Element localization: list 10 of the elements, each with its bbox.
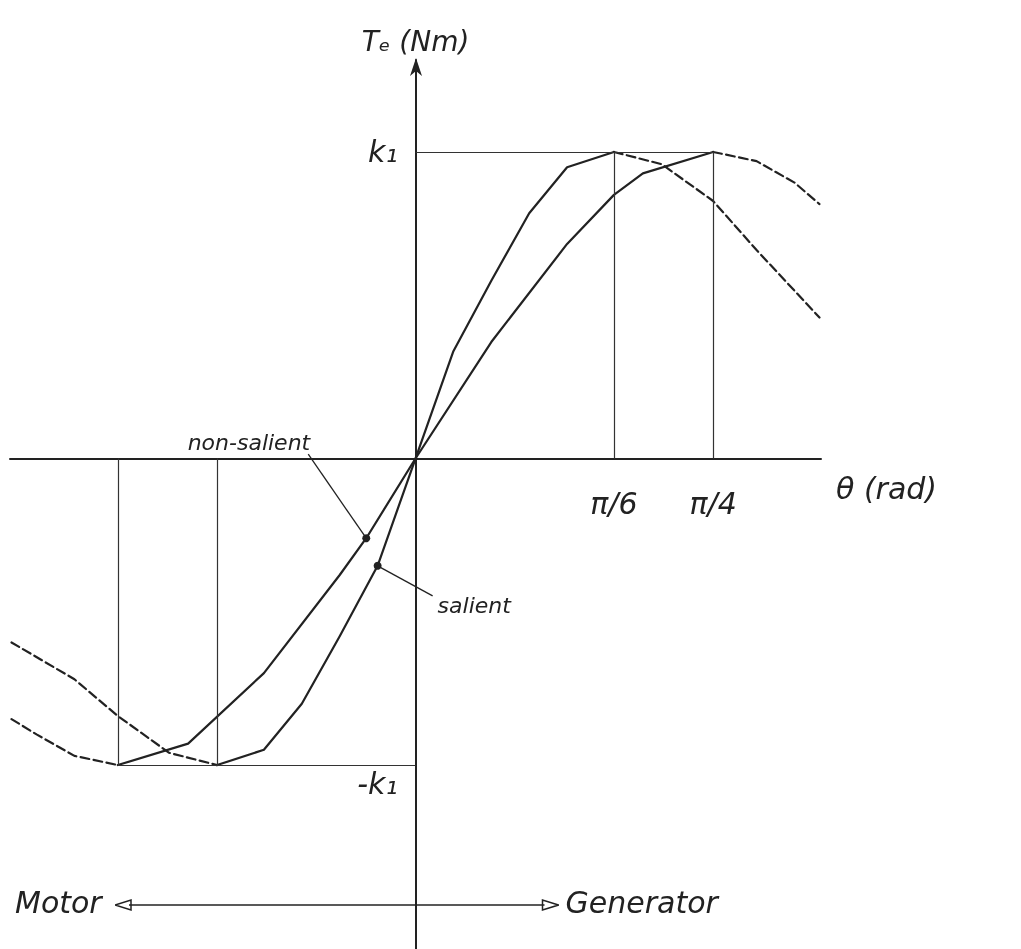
annotation: salient: [437, 593, 513, 619]
annotation: non-salient: [187, 429, 312, 455]
x-tick-label: π/4: [689, 486, 737, 522]
x-tick-label: π/6: [590, 486, 638, 522]
text: Generator: [565, 884, 720, 920]
y-axis-title: Tₑ (Nm): [361, 24, 470, 58]
x-axis-title: θ (rad): [836, 471, 938, 507]
text: Motor: [15, 884, 104, 920]
annotation: k₁: [368, 134, 398, 170]
annotation: -k₁: [357, 765, 398, 801]
